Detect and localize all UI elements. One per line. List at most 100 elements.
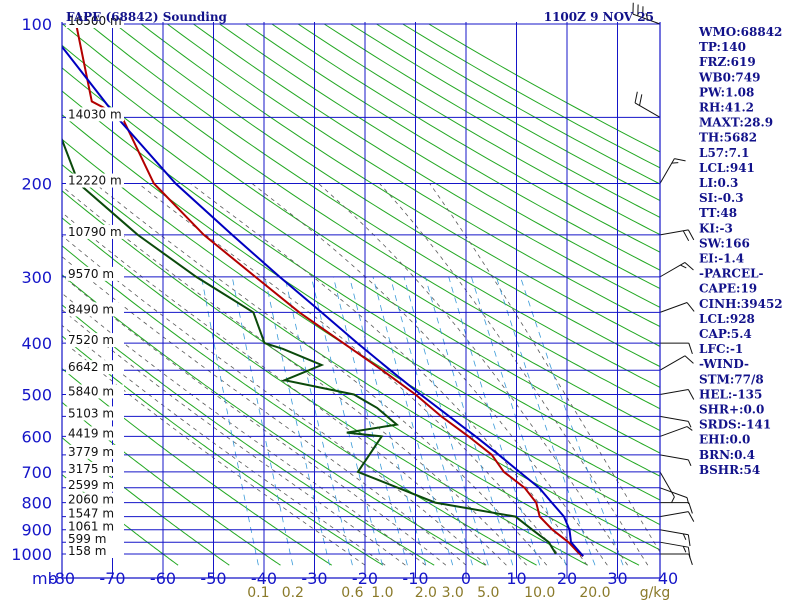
- pressure-tick-label: 800: [21, 494, 52, 513]
- height-label-bg: [66, 384, 124, 399]
- height-label-bg: [66, 266, 124, 281]
- wind-barb: [659, 511, 695, 522]
- height-label: 4419 m: [68, 426, 114, 440]
- height-label-bg: [66, 224, 124, 239]
- mixing-ratio-line: [264, 276, 331, 566]
- height-label: 12220 m: [68, 174, 122, 188]
- temperature-tick-label: 20: [557, 569, 577, 588]
- pressure-labels: 100 200 300 400 500 600 700 800 900 1000: [11, 15, 52, 564]
- mixing-ratio-label: g/kg: [640, 585, 671, 600]
- dry-adiabat-line: [62, 245, 537, 566]
- wind-barb: [659, 388, 695, 400]
- stability-index: LCL:928: [699, 312, 755, 326]
- height-label-bg: [66, 107, 124, 122]
- temperature-tick-label: 30: [607, 569, 627, 588]
- wind-barb-feather: [634, 91, 638, 104]
- height-label: 7520 m: [68, 333, 114, 347]
- wind-barb-staff: [659, 471, 675, 498]
- dry-adiabat-line: [62, 217, 589, 566]
- stability-index: WMO:68842: [698, 25, 782, 39]
- dry-adiabat-line: [114, 23, 660, 368]
- height-label-bg: [66, 519, 124, 534]
- dry-adiabat-line: [62, 114, 660, 501]
- moist-adiabat-line: [138, 183, 568, 566]
- sounding-traces: [62, 23, 584, 557]
- height-label: 14030 m: [68, 107, 122, 121]
- stability-index: TP:140: [699, 40, 746, 54]
- temperature-trace: [75, 23, 584, 557]
- height-label: 5840 m: [68, 384, 114, 398]
- height-label-bg: [66, 406, 124, 421]
- mixing-ratio-line: [495, 276, 596, 566]
- wind-barb: [659, 158, 686, 184]
- temperature-labels: -80 -70 -60 -50 -40 -30 -20 -10 0 10 20 30 40: [49, 569, 678, 588]
- mixing-ratio-label: 5.0: [477, 585, 499, 600]
- dry-adiabat-line: [62, 67, 660, 454]
- stability-index: CAP:5.4: [699, 327, 752, 341]
- wind-barb: [659, 302, 695, 313]
- stability-index: EHI:0.0: [699, 433, 750, 447]
- mixing-ratio-line: [201, 276, 259, 566]
- stability-index: -WIND-: [699, 357, 749, 371]
- moist-adiabat-line: [251, 183, 608, 566]
- dry-adiabat-line: [193, 23, 660, 308]
- mixing-ratio-line: [520, 276, 624, 566]
- wind-barb-feather: [682, 230, 690, 242]
- mixing-ratio-label: 0.1: [247, 585, 269, 600]
- moist-adiabat-line: [62, 256, 467, 566]
- temperature-tick-label: -20: [352, 569, 378, 588]
- height-label: 8490 m: [68, 302, 114, 316]
- height-label-bg: [66, 544, 124, 558]
- wind-barb-staff: [659, 302, 688, 313]
- dry-adiabat-line: [62, 44, 660, 432]
- dewpoint-trace: [62, 137, 557, 555]
- height-label: 2599 m: [68, 478, 114, 492]
- moist-adiabat-line: [62, 212, 507, 566]
- dry-adiabat-line: [62, 335, 384, 566]
- wind-barb-feather: [680, 264, 687, 269]
- height-label-bg: [66, 302, 124, 317]
- stability-index: KI:-3: [699, 221, 733, 235]
- chart-datetime: 1100Z 9 NOV 25: [544, 10, 654, 24]
- height-label: 3175 m: [68, 462, 114, 476]
- moist-adiabats: [62, 183, 660, 566]
- dry-adiabat-line: [62, 473, 179, 566]
- height-label-bg: [66, 426, 124, 441]
- pressure-tick-label: 400: [21, 334, 52, 353]
- stability-index: LFC:-1: [699, 342, 743, 356]
- stability-index: MAXT:28.9: [699, 116, 773, 130]
- temperature-tick-label: -50: [200, 569, 226, 588]
- dry-adiabat-line: [167, 23, 660, 328]
- wind-barb: [659, 415, 692, 428]
- dry-adiabat-line: [88, 23, 660, 388]
- wind-barb: [659, 471, 675, 503]
- temperature-tick-label: -80: [49, 569, 75, 588]
- wind-barb: [634, 91, 661, 118]
- wind-barb-feather: [687, 534, 691, 547]
- wind-barb-feather: [684, 262, 694, 271]
- isotherms: [62, 22, 618, 578]
- dry-adiabats: [62, 23, 660, 566]
- height-label: 9570 m: [68, 267, 114, 281]
- wind-barb: [659, 454, 692, 466]
- wind-barb-feather: [686, 302, 695, 312]
- height-label: 1547 m: [68, 507, 114, 521]
- temperature-tick-label: -40: [251, 569, 277, 588]
- wind-barb-feather: [688, 553, 693, 565]
- stability-index: BRN:0.4: [699, 448, 755, 462]
- stability-index: FRZ:619: [699, 55, 756, 69]
- wind-barb: [659, 355, 694, 371]
- wind-barb-staff: [659, 355, 686, 371]
- wind-barb: [632, 2, 661, 25]
- moist-adiabat-line: [62, 324, 386, 566]
- stability-index: SHR+:0.0: [699, 403, 764, 417]
- stability-index: SW:166: [699, 236, 750, 250]
- wind-barb-feather: [688, 502, 693, 514]
- stability-index: EI:-1.4: [699, 252, 744, 266]
- stability-index: RH:41.2: [699, 101, 754, 115]
- moist-adiabat-line: [429, 183, 660, 553]
- stability-index: BSHR:54: [699, 463, 760, 477]
- stability-index: L57:7.1: [699, 146, 749, 160]
